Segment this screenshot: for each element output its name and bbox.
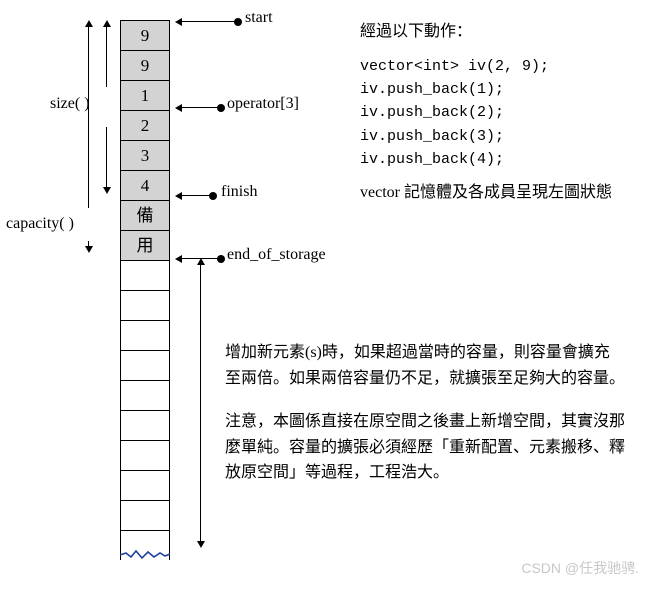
- code-line: iv.push_back(2);: [360, 101, 640, 124]
- code-line: iv.push_back(1);: [360, 78, 640, 101]
- vector-memory-diagram: 991234備用 size( ) capacity( ) startoperat…: [10, 15, 649, 580]
- expansion-range-arrow: [195, 258, 207, 548]
- outro-text: vector 記憶體及各成員呈現左圖狀態: [360, 181, 640, 206]
- code-explanation: 經過以下動作： vector<int> iv(2, 9);iv.push_bac…: [360, 20, 640, 206]
- code-line: iv.push_back(4);: [360, 148, 640, 171]
- memory-cell: [120, 380, 170, 411]
- pointer-label: finish: [221, 183, 257, 201]
- memory-cell: [120, 260, 170, 291]
- intro-text: 經過以下動作：: [360, 20, 640, 45]
- memory-cell: [120, 320, 170, 351]
- paragraph-1: 增加新元素(s)時，如果超過當時的容量，則容量會擴充至兩倍。如果兩倍容量仍不足，…: [225, 340, 625, 391]
- expansion-explanation: 增加新元素(s)時，如果超過當時的容量，則容量會擴充至兩倍。如果兩倍容量仍不足，…: [225, 340, 625, 504]
- memory-cell: [120, 470, 170, 501]
- pointer-label: end_of_storage: [227, 246, 326, 264]
- pointer-label: start: [245, 9, 273, 27]
- memory-cell: 9: [120, 20, 170, 51]
- memory-cell: 2: [120, 110, 170, 141]
- memory-cell: [120, 440, 170, 471]
- memory-cell: [120, 410, 170, 441]
- code-block: vector<int> iv(2, 9);iv.push_back(1);iv.…: [360, 55, 640, 171]
- pointer-label: operator[3]: [227, 95, 299, 113]
- size-label: size( ): [50, 95, 90, 113]
- capacity-label: capacity( ): [6, 215, 74, 233]
- memory-cell: 1: [120, 80, 170, 111]
- memory-cell: [120, 350, 170, 381]
- memory-cell: 用: [120, 230, 170, 261]
- memory-cell: [120, 500, 170, 531]
- watermark: CSDN @任我驰骋.: [521, 558, 639, 578]
- paragraph-2: 注意，本圖係直接在原空間之後畫上新增空間，其實沒那麼單純。容量的擴張必須經歷「重…: [225, 409, 625, 486]
- memory-stack: 991234備用: [120, 20, 170, 560]
- memory-cell: 備: [120, 200, 170, 231]
- code-line: vector<int> iv(2, 9);: [360, 55, 640, 78]
- memory-cell: 4: [120, 170, 170, 201]
- memory-cell: [120, 290, 170, 321]
- memory-cell: [120, 530, 170, 560]
- memory-cell: 9: [120, 50, 170, 81]
- memory-cell: 3: [120, 140, 170, 171]
- code-line: iv.push_back(3);: [360, 125, 640, 148]
